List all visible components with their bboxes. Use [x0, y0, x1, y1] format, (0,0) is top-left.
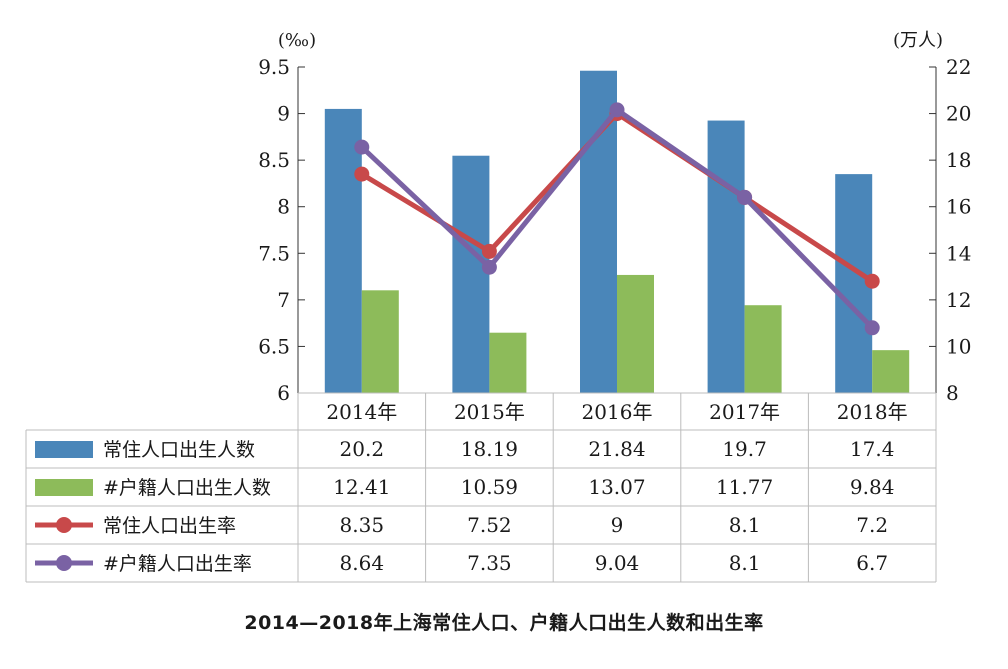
chart-title: 2014—2018年上海常住人口、户籍人口出生人数和出生率	[244, 612, 764, 634]
table-value: 9.84	[850, 475, 895, 499]
point-registered-rate	[481, 259, 497, 275]
left-axis-tick-label: 9	[277, 102, 290, 126]
table-value: 8.1	[729, 551, 761, 575]
left-axis-tick-label: 7.5	[258, 241, 290, 265]
right-axis-tick-label: 16	[946, 195, 971, 219]
point-registered-rate	[354, 139, 370, 155]
table-value: 7.35	[467, 551, 512, 575]
right-axis-tick-label: 20	[946, 102, 971, 126]
point-registered-rate	[609, 102, 625, 118]
legend-label: 常住人口出生人数	[103, 439, 255, 461]
x-axis-category-label: 2014年	[326, 400, 397, 424]
left-axis-tick-label: 9.5	[258, 55, 290, 79]
right-axis-tick-label: 18	[946, 148, 971, 172]
left-axis-tick-label: 8.5	[258, 148, 290, 172]
left-axis-tick-label: 7	[277, 288, 290, 312]
x-axis-category-label: 2016年	[582, 400, 653, 424]
bar-registered-births	[617, 274, 654, 393]
table-value: 9	[611, 513, 624, 537]
table-value: 8.1	[729, 513, 761, 537]
table-value: 13.07	[588, 475, 645, 499]
legend-label: #户籍人口出生率	[103, 553, 252, 575]
point-resident-rate	[354, 166, 370, 182]
bar-resident-births	[324, 108, 362, 394]
point-resident-rate	[864, 273, 880, 289]
table-value: 9.04	[595, 551, 640, 575]
table-value: 20.2	[340, 437, 385, 461]
right-axis-tick-label: 10	[946, 334, 971, 358]
legend-label: #户籍人口出生人数	[103, 477, 271, 499]
legend-swatch-marker	[56, 517, 72, 533]
table-value: 6.7	[856, 551, 888, 575]
left-axis-tick-label: 6.5	[258, 334, 290, 358]
left-axis-tick-label: 6	[277, 381, 290, 405]
point-resident-rate	[481, 243, 497, 259]
right-axis-tick-label: 22	[946, 55, 971, 79]
bar-registered-births	[872, 350, 910, 393]
right-axis-tick-label: 8	[946, 381, 959, 405]
x-axis-category-label: 2015年	[454, 400, 525, 424]
right-axis-tick-label: 14	[946, 241, 971, 265]
bar-resident-births	[707, 120, 745, 394]
point-registered-rate	[864, 320, 880, 336]
bar-registered-births	[361, 290, 399, 393]
table-value: 12.41	[333, 475, 390, 499]
table-value: 8.64	[340, 551, 385, 575]
bar-registered-births	[489, 332, 527, 393]
x-axis-category-label: 2018年	[837, 400, 908, 424]
table-value: 18.19	[461, 437, 518, 461]
table-value: 19.7	[722, 437, 767, 461]
right-axis-tick-label: 12	[946, 288, 971, 312]
right-axis-unit: (万人)	[893, 30, 943, 51]
table-value: 21.84	[588, 437, 645, 461]
table-value: 8.35	[340, 513, 385, 537]
table-value: 11.77	[716, 475, 773, 499]
table-value: 7.2	[856, 513, 888, 537]
legend-label: 常住人口出生率	[103, 515, 236, 537]
bar-registered-births	[744, 305, 782, 393]
point-registered-rate	[737, 189, 753, 205]
left-axis-unit: (‰)	[278, 30, 316, 51]
table-value: 10.59	[461, 475, 518, 499]
bar-resident-births	[452, 155, 490, 393]
legend-swatch-bar	[35, 441, 93, 458]
table-value: 17.4	[850, 437, 895, 461]
left-axis-tick-label: 8	[277, 195, 290, 219]
legend-swatch-bar	[35, 479, 93, 496]
x-axis-category-label: 2017年	[709, 400, 780, 424]
bar-resident-births	[580, 70, 617, 394]
table-value: 7.52	[467, 513, 512, 537]
legend-swatch-marker	[56, 555, 72, 571]
